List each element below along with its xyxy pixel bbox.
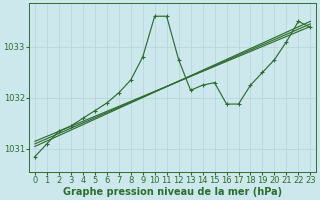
X-axis label: Graphe pression niveau de la mer (hPa): Graphe pression niveau de la mer (hPa) (63, 187, 282, 197)
